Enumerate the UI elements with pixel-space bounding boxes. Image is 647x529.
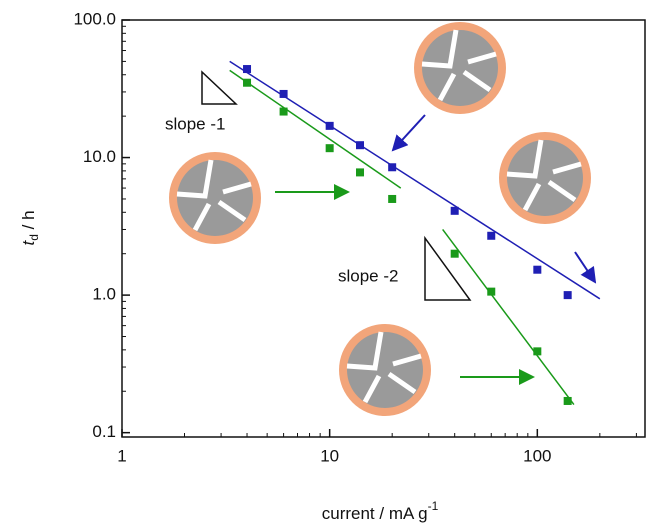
marker bbox=[563, 291, 572, 300]
marker bbox=[243, 78, 252, 87]
y-tick-label: 10.0 bbox=[83, 147, 116, 166]
fit-line bbox=[442, 229, 575, 406]
marker bbox=[563, 396, 572, 405]
fit-line bbox=[229, 69, 402, 189]
marker bbox=[325, 144, 334, 153]
marker bbox=[487, 231, 496, 240]
y-axis-label: td / h bbox=[19, 210, 41, 245]
particle bbox=[499, 132, 591, 224]
marker bbox=[279, 107, 288, 116]
x-tick-label: 1 bbox=[117, 446, 126, 465]
annotation: slope -2 bbox=[338, 266, 398, 285]
marker bbox=[325, 121, 334, 130]
y-tick-label: 100.0 bbox=[73, 9, 116, 28]
marker bbox=[356, 141, 365, 150]
particle bbox=[414, 22, 506, 114]
fit-line bbox=[229, 60, 601, 300]
y-tick-label: 0.1 bbox=[92, 422, 116, 441]
marker bbox=[388, 194, 397, 203]
marker bbox=[450, 249, 459, 258]
marker bbox=[450, 206, 459, 215]
x-axis-label: current / mA g-1 bbox=[322, 499, 439, 523]
plot-frame bbox=[121, 19, 646, 438]
x-tick-label: 10 bbox=[320, 446, 339, 465]
arrow bbox=[391, 114, 426, 152]
marker bbox=[243, 65, 252, 74]
arrow bbox=[574, 251, 597, 284]
particle bbox=[169, 152, 261, 244]
marker bbox=[356, 168, 365, 177]
marker bbox=[279, 89, 288, 98]
marker bbox=[487, 287, 496, 296]
y-tick-label: 1.0 bbox=[92, 285, 116, 304]
marker bbox=[388, 163, 397, 172]
particle bbox=[339, 324, 431, 416]
illustrations bbox=[169, 22, 597, 416]
marker bbox=[533, 265, 542, 274]
x-tick-label: 100 bbox=[523, 446, 551, 465]
slope-triangle bbox=[424, 235, 472, 301]
slope-triangle bbox=[201, 70, 238, 105]
marker bbox=[533, 347, 542, 356]
annotation: slope -1 bbox=[165, 114, 225, 133]
